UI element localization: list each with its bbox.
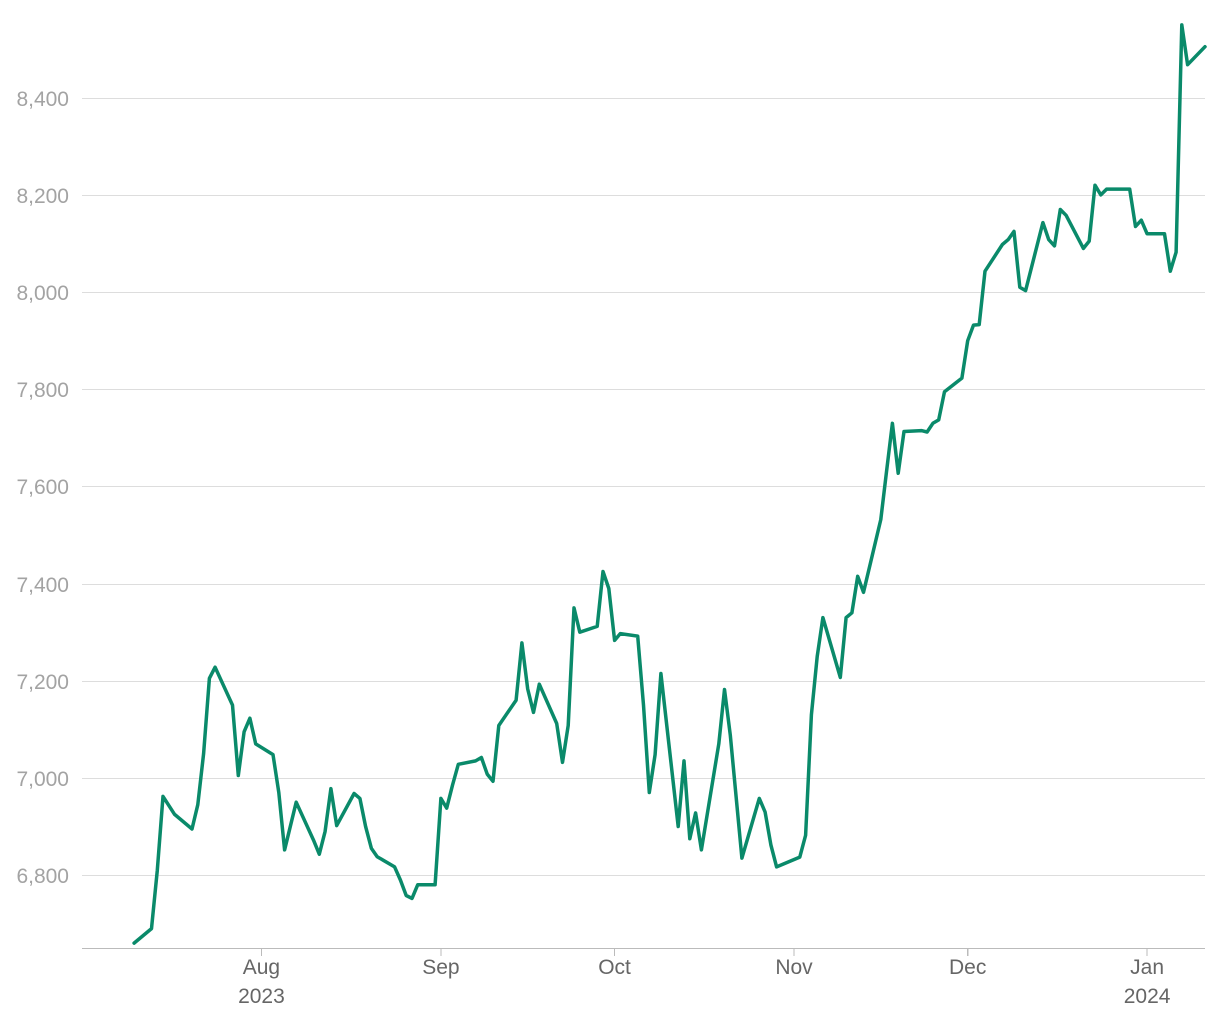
- x-tick-label: Nov: [775, 956, 813, 979]
- y-tick-label: 6,800: [16, 865, 69, 888]
- x-tick-label: Jan: [1130, 956, 1164, 979]
- y-tick-label: 8,200: [16, 185, 69, 208]
- gridlines: [82, 97, 1205, 877]
- x-tick-label: Sep: [422, 956, 459, 979]
- y-tick-label: 7,800: [16, 379, 69, 402]
- x-tick-label: Dec: [949, 956, 986, 979]
- y-tick-label: 7,200: [16, 671, 69, 694]
- x-tick-year-label: 2024: [1124, 985, 1171, 1008]
- y-tick-label: 8,400: [16, 88, 69, 111]
- series-line: [132, 23, 1207, 945]
- y-tick-label: 7,000: [16, 768, 69, 791]
- series-group: [132, 23, 1207, 945]
- x-tick-label: Oct: [598, 956, 631, 979]
- y-tick-label: 7,400: [16, 574, 69, 597]
- y-tick-label: 8,000: [16, 282, 69, 305]
- x-tick-label: Aug: [243, 956, 280, 979]
- y-tick-label: 7,600: [16, 476, 69, 499]
- x-axis-ticks: Aug 2023 Sep Oct Nov Dec Jan 2024: [238, 948, 1171, 1008]
- y-axis-ticks: 6,800 7,000 7,200 7,400 7,600 7,800 8,000 8,200…: [16, 88, 69, 888]
- x-tick-year-label: 2023: [238, 985, 285, 1008]
